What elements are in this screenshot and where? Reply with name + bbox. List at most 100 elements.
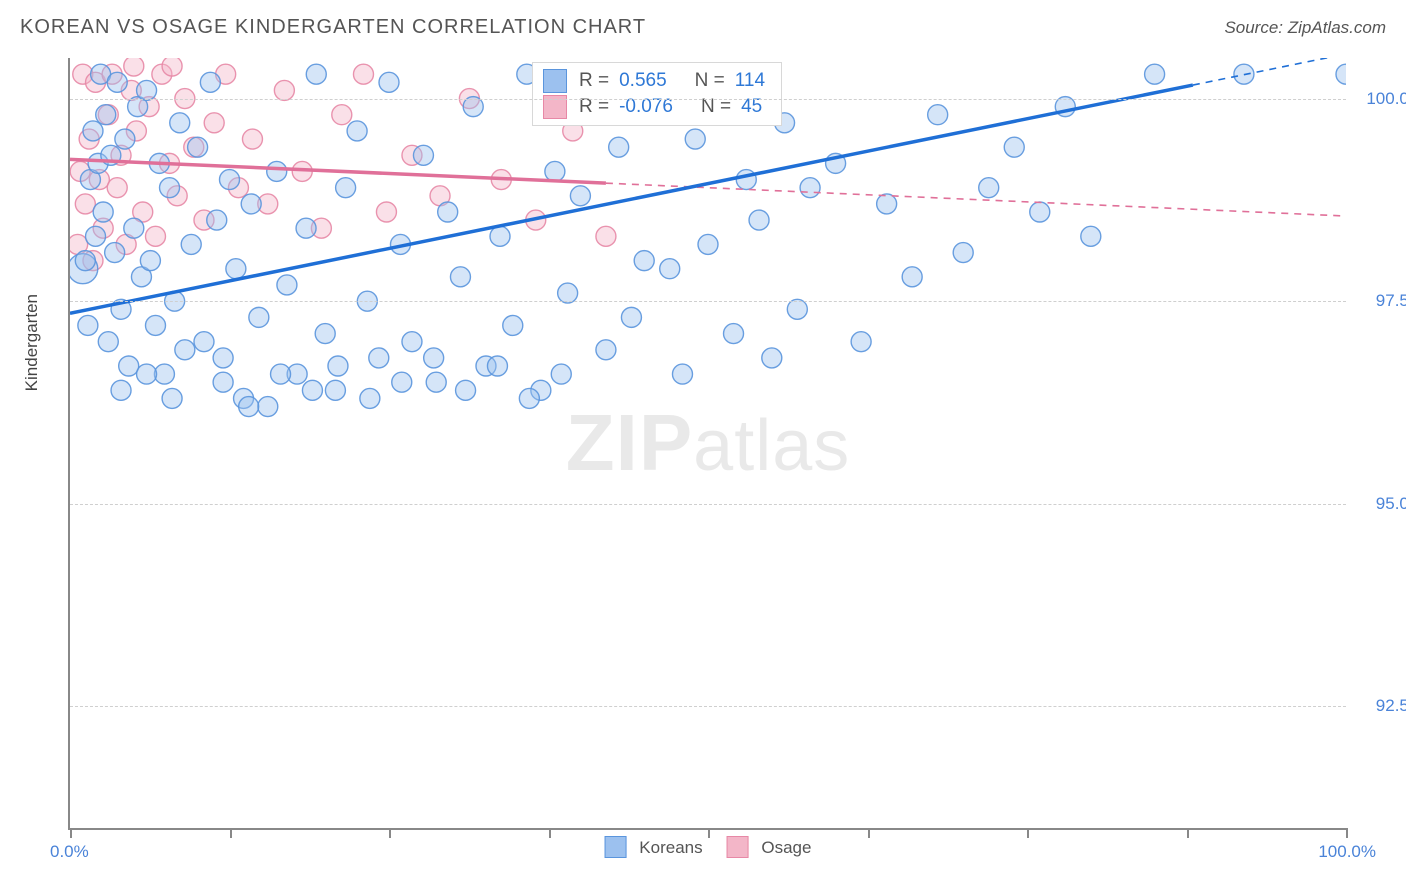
koreans-point [736,170,756,190]
koreans-point [302,380,322,400]
gridline [70,99,1346,100]
legend-label-osage: Osage [761,838,811,857]
x-tick [1346,828,1348,838]
legend-swatch-osage [727,836,749,858]
koreans-point [267,161,287,181]
koreans-point [551,364,571,384]
osage-point [596,226,616,246]
koreans-point [115,129,135,149]
osage-point [274,80,294,100]
gridline [70,301,1346,302]
koreans-point [1336,64,1346,84]
koreans-point [787,299,807,319]
chart-root: KOREAN VS OSAGE KINDERGARTEN CORRELATION… [0,0,1406,892]
stats-row-koreans: R = 0.565 N = 114 [543,69,765,93]
koreans-point [296,218,316,238]
osage-trendline-dashed [606,183,1346,216]
stats-box: R = 0.565 N = 114 R = -0.076 N = 45 [532,62,782,126]
koreans-point [137,364,157,384]
koreans-point [1030,202,1050,222]
legend-label-koreans: Koreans [639,838,702,857]
koreans-point [328,356,348,376]
osage-trendline [70,159,606,183]
x-tick [70,828,72,838]
x-tick [1027,828,1029,838]
stats-N-koreans: 114 [735,70,765,92]
y-tick-label: 100.0% [1366,89,1406,109]
koreans-point [724,324,744,344]
koreans-point [194,332,214,352]
y-axis-title: Kindergarten [22,294,42,391]
koreans-point [105,243,125,263]
koreans-point [685,129,705,149]
gridline [70,504,1346,505]
koreans-point [928,105,948,125]
koreans-point [392,372,412,392]
koreans-point [137,80,157,100]
koreans-point [660,259,680,279]
koreans-point [315,324,335,344]
osage-point [145,226,165,246]
koreans-point [96,105,116,125]
koreans-point [258,397,278,417]
koreans-point [545,161,565,181]
koreans-point [953,243,973,263]
koreans-point [503,315,523,335]
x-axis-min-label: 0.0% [50,842,89,862]
koreans-point [1081,226,1101,246]
legend-item-koreans: Koreans [605,836,703,858]
koreans-point [75,251,95,271]
koreans-point [360,388,380,408]
koreans-point [160,178,180,198]
koreans-point [369,348,389,368]
osage-point [124,58,144,76]
koreans-point [145,315,165,335]
koreans-point [188,137,208,157]
koreans-point [111,380,131,400]
osage-point [376,202,396,222]
koreans-point [325,380,345,400]
koreans-point [170,113,190,133]
koreans-point [634,251,654,271]
gridline [70,706,1346,707]
koreans-point [609,137,629,157]
koreans-point [200,72,220,92]
x-tick [1187,828,1189,838]
koreans-point [98,332,118,352]
x-tick [389,828,391,838]
koreans-point [596,340,616,360]
osage-point [353,64,373,84]
koreans-point [456,380,476,400]
koreans-point [86,226,106,246]
koreans-point [213,348,233,368]
osage-point [242,129,262,149]
koreans-point [672,364,692,384]
koreans-point [424,348,444,368]
koreans-point [570,186,590,206]
x-tick [549,828,551,838]
koreans-point [749,210,769,230]
koreans-point [220,170,240,190]
koreans-point [124,218,144,238]
koreans-point [379,72,399,92]
koreans-point [1145,64,1165,84]
koreans-point [306,64,326,84]
legend-swatch-koreans [605,836,627,858]
chart-title: KOREAN VS OSAGE KINDERGARTEN CORRELATION… [20,16,646,39]
koreans-point [271,364,291,384]
stats-swatch-koreans [543,69,567,93]
koreans-point [241,194,261,214]
koreans-point [463,97,483,117]
koreans-point [1004,137,1024,157]
osage-point [107,178,127,198]
koreans-point [519,388,539,408]
koreans-point [162,388,182,408]
koreans-point [426,372,446,392]
plot-area: ZIPatlas 0.0% 100.0% Koreans Osage R = 0… [68,58,1346,830]
koreans-point [698,234,718,254]
koreans-point [249,307,269,327]
koreans-point [226,259,246,279]
stats-R-label: R = [579,70,609,92]
koreans-point [207,210,227,230]
osage-point [162,58,182,76]
